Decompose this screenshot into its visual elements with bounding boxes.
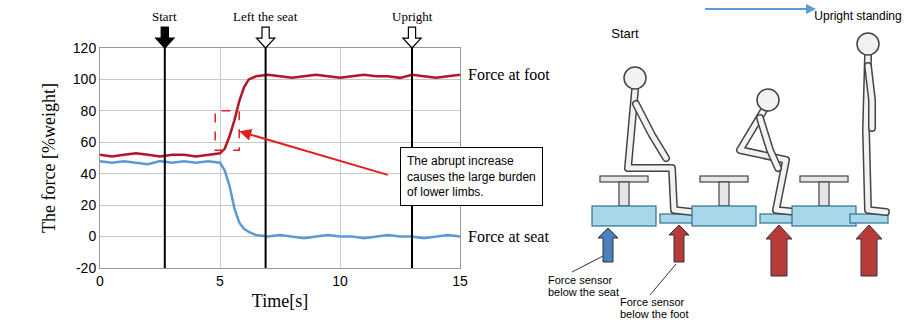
svg-text:Force sensor: Force sensor — [620, 296, 685, 308]
svg-text:60: 60 — [81, 134, 97, 150]
svg-text:15: 15 — [452, 273, 468, 289]
svg-text:0: 0 — [96, 273, 104, 289]
svg-text:Upright standing: Upright standing — [814, 9, 901, 23]
svg-text:-20: -20 — [76, 260, 96, 276]
svg-text:The abrupt increasecauses the: The abrupt increasecauses the large burd… — [407, 154, 536, 199]
svg-text:0: 0 — [88, 228, 96, 244]
svg-text:10: 10 — [332, 273, 348, 289]
svg-text:Start: Start — [611, 26, 639, 41]
svg-text:Start: Start — [152, 9, 177, 24]
svg-text:80: 80 — [81, 103, 97, 119]
svg-text:below the seat: below the seat — [548, 286, 619, 298]
svg-text:20: 20 — [81, 197, 97, 213]
svg-text:5: 5 — [216, 273, 224, 289]
svg-text:below the foot: below the foot — [620, 308, 689, 320]
svg-text:The force [%weight]: The force [%weight] — [39, 83, 59, 233]
svg-text:Upright: Upright — [392, 9, 433, 24]
svg-text:100: 100 — [73, 71, 97, 87]
svg-text:Left the seat: Left the seat — [233, 9, 298, 24]
svg-text:Force sensor: Force sensor — [548, 274, 613, 286]
svg-text:Force at seat: Force at seat — [468, 228, 549, 245]
svg-text:Force at foot: Force at foot — [468, 66, 550, 83]
svg-text:40: 40 — [81, 166, 97, 182]
svg-text:120: 120 — [73, 40, 97, 56]
svg-text:Time[s]: Time[s] — [252, 291, 308, 311]
